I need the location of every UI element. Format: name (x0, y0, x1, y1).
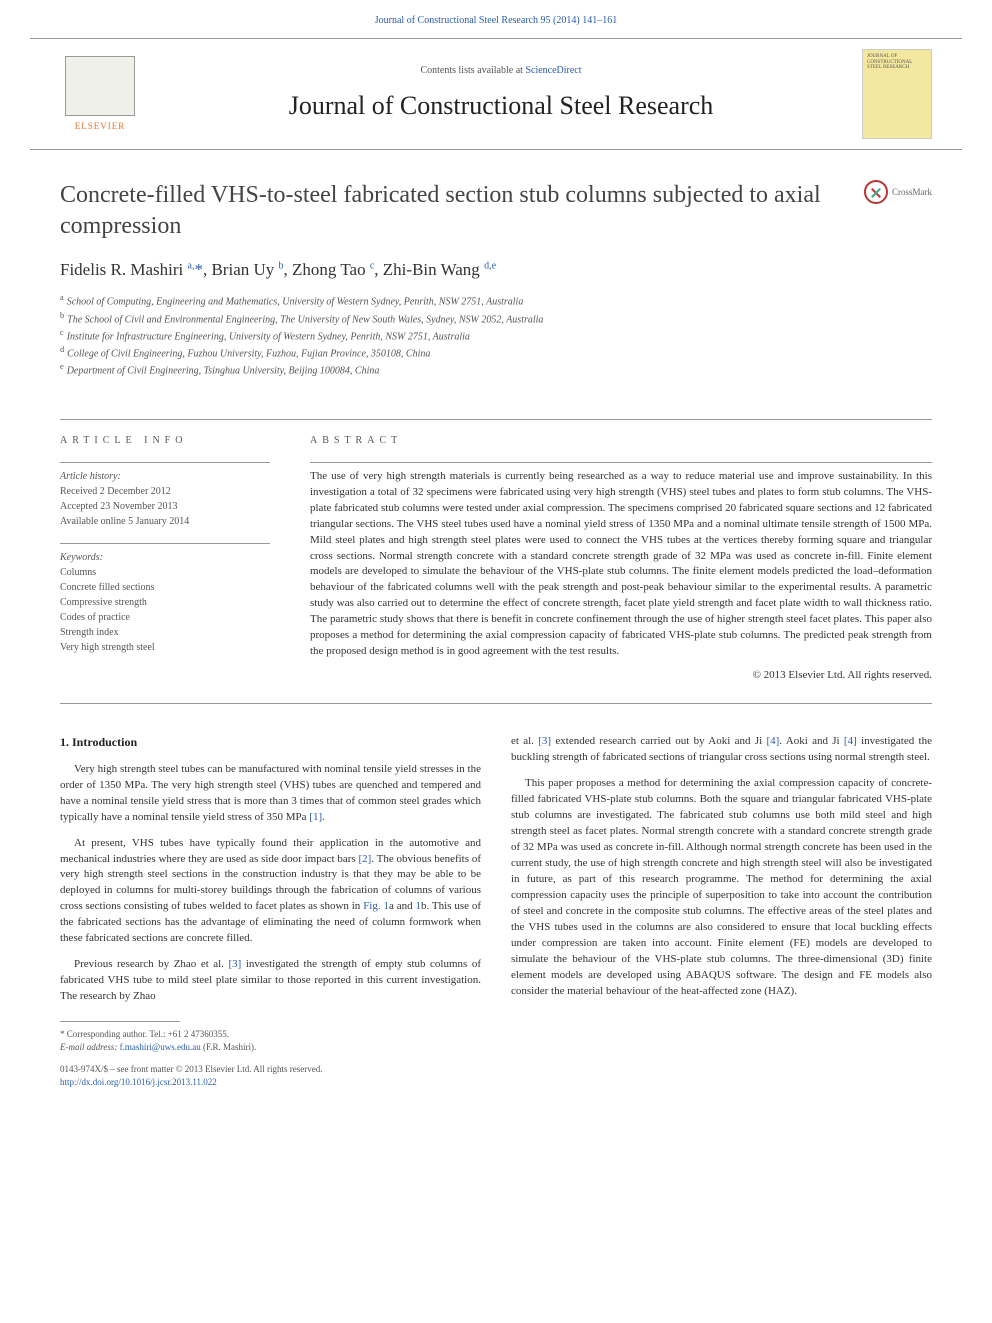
right-column: et al. [3] extended research carried out… (511, 734, 932, 1053)
journal-title: Journal of Constructional Steel Research (160, 88, 842, 124)
header-citation: Journal of Constructional Steel Research… (0, 0, 992, 38)
email-label: E-mail address: (60, 1042, 120, 1052)
doi-link[interactable]: http://dx.doi.org/10.1016/j.jcsr.2013.11… (60, 1076, 932, 1089)
article-info-column: ARTICLE INFO Article history: Received 2… (60, 434, 270, 684)
section-1-heading: 1. Introduction (60, 734, 481, 751)
affiliation-d: College of Civil Engineering, Fuzhou Uni… (67, 348, 430, 359)
bottom-metadata: 0143-974X/$ – see front matter © 2013 El… (0, 1053, 992, 1118)
paragraph: This paper proposes a method for determi… (511, 776, 932, 999)
footnote-separator (60, 1021, 180, 1022)
paragraph: Previous research by Zhao et al. [3] inv… (60, 957, 481, 1005)
footnotes: * Corresponding author. Tel.: +61 2 4736… (60, 1028, 481, 1053)
affiliation-b: The School of Civil and Environmental En… (67, 314, 543, 325)
contents-prefix: Contents lists available at (420, 65, 525, 76)
affiliation-a: School of Computing, Engineering and Mat… (67, 297, 524, 308)
history-label: Article history: (60, 469, 270, 484)
sciencedirect-link[interactable]: ScienceDirect (525, 65, 581, 76)
abstract-column: ABSTRACT The use of very high strength m… (310, 434, 932, 684)
paragraph: At present, VHS tubes have typically fou… (60, 836, 481, 948)
affiliation-e: Department of Civil Engineering, Tsinghu… (67, 366, 380, 377)
header-banner: ELSEVIER Contents lists available at Sci… (30, 38, 962, 150)
abstract-copyright: © 2013 Elsevier Ltd. All rights reserved… (310, 668, 932, 683)
corresponding-email[interactable]: f.mashiri@uws.edu.au (120, 1042, 201, 1052)
keywords-block: Keywords: ColumnsConcrete filled section… (60, 543, 270, 655)
banner-center: Contents lists available at ScienceDirec… (160, 64, 842, 124)
left-column: 1. Introduction Very high strength steel… (60, 734, 481, 1053)
body-columns: 1. Introduction Very high strength steel… (0, 704, 992, 1053)
accepted-date: Accepted 23 November 2013 (60, 499, 270, 514)
article-info-heading: ARTICLE INFO (60, 434, 270, 448)
contents-line: Contents lists available at ScienceDirec… (160, 64, 842, 78)
elsevier-logo: ELSEVIER (60, 49, 140, 139)
crossmark-badge[interactable]: CrossMark (864, 180, 932, 204)
journal-cover-thumbnail: JOURNAL OF CONSTRUCTIONAL STEEL RESEARCH (862, 49, 932, 139)
abstract-text: The use of very high strength materials … (310, 462, 932, 660)
authors-line: Fidelis R. Mashiri a,*, Brian Uy b, Zhon… (60, 258, 932, 282)
received-date: Received 2 December 2012 (60, 484, 270, 499)
online-date: Available online 5 January 2014 (60, 514, 270, 529)
affiliations: aSchool of Computing, Engineering and Ma… (60, 292, 932, 379)
email-suffix: (F.R. Mashiri). (201, 1042, 257, 1052)
affiliation-c: Institute for Infrastructure Engineering… (67, 331, 470, 342)
article-title: Concrete-filled VHS-to-steel fabricated … (60, 180, 844, 242)
cover-text: JOURNAL OF CONSTRUCTIONAL STEEL RESEARCH (867, 54, 927, 71)
article-header: Concrete-filled VHS-to-steel fabricated … (0, 150, 992, 399)
crossmark-icon (864, 180, 888, 204)
abstract-heading: ABSTRACT (310, 434, 932, 448)
elsevier-tree-icon (65, 56, 135, 116)
elsevier-text: ELSEVIER (75, 120, 126, 133)
keywords-label: Keywords: (60, 550, 270, 565)
corresponding-author-note: * Corresponding author. Tel.: +61 2 4736… (60, 1028, 481, 1041)
info-abstract-row: ARTICLE INFO Article history: Received 2… (0, 420, 992, 684)
crossmark-label: CrossMark (892, 186, 932, 199)
paragraph: Very high strength steel tubes can be ma… (60, 762, 481, 826)
paragraph: et al. [3] extended research carried out… (511, 734, 932, 766)
issn-line: 0143-974X/$ – see front matter © 2013 El… (60, 1063, 932, 1076)
keywords-list: ColumnsConcrete filled sectionsCompressi… (60, 565, 270, 655)
article-history-block: Article history: Received 2 December 201… (60, 462, 270, 529)
